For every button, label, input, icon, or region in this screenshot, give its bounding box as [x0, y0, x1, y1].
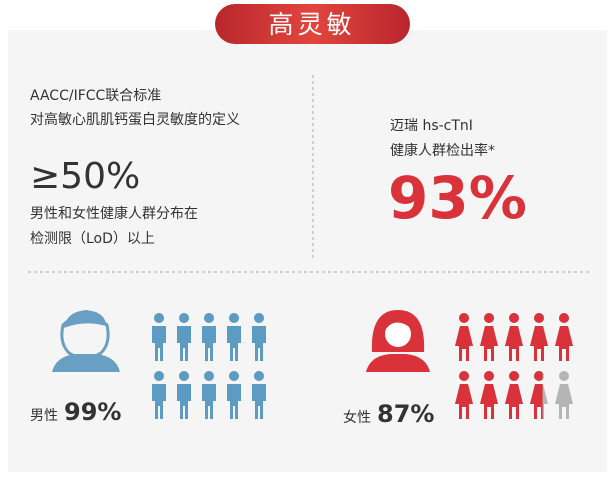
- person-icon: [455, 371, 473, 419]
- icon-body: [252, 384, 266, 419]
- icon-body: [227, 326, 241, 361]
- icon-body: [455, 326, 473, 361]
- icon-body: [152, 384, 166, 419]
- icon-body: [177, 384, 191, 419]
- right-big: 93%: [388, 164, 527, 232]
- icon-head: [509, 313, 519, 323]
- icon-body: [202, 326, 216, 361]
- person-icon: [252, 313, 266, 361]
- icon-fill: [455, 371, 473, 419]
- icon-head: [459, 371, 469, 381]
- icon-fill: [152, 371, 166, 419]
- icon-fill: [252, 313, 266, 361]
- icon-body: [252, 326, 266, 361]
- icon-body: [480, 326, 498, 361]
- icon-fill: [152, 313, 166, 361]
- icon-fill: [177, 371, 191, 419]
- label: 男性: [30, 408, 58, 424]
- icon-fill: [505, 371, 523, 419]
- icon-fill: [505, 313, 523, 361]
- icon-fill: [227, 371, 241, 419]
- person-icon: [505, 371, 523, 419]
- badge-text: 高灵敏: [268, 10, 355, 39]
- icon-body: [530, 326, 548, 361]
- icon-body: [555, 326, 573, 361]
- icon-fill: [480, 371, 498, 419]
- person-icon: [177, 313, 191, 361]
- icon-fill: [555, 313, 573, 361]
- right-line: 迈瑞 hs-cTnI: [390, 118, 473, 134]
- person-icon: [555, 371, 573, 419]
- icon-fill: [177, 313, 191, 361]
- icon-head: [179, 313, 189, 323]
- value-label: 99%: [64, 398, 121, 426]
- person-icon: [555, 313, 573, 361]
- person-icon: [480, 313, 498, 361]
- label: 女性: [343, 409, 371, 426]
- person-icon: [530, 371, 548, 419]
- icon-head: [154, 313, 164, 323]
- person-icon: [177, 371, 191, 419]
- icon-fill: [480, 313, 498, 361]
- icon-head: [534, 371, 543, 381]
- value-label: 87%: [377, 400, 434, 428]
- icon-head: [229, 313, 239, 323]
- icon-base: [555, 384, 573, 419]
- person-icon: [505, 313, 523, 361]
- icon-body: [227, 384, 241, 419]
- person-icon: [252, 371, 266, 419]
- left-big: ≥50%: [30, 156, 140, 197]
- male-avatar: [52, 310, 120, 372]
- icon-fill: [202, 371, 216, 419]
- person-icon: [202, 313, 216, 361]
- icon-head: [254, 313, 264, 323]
- left-line: AACC/IFCC联合标准: [30, 88, 161, 104]
- icon-head: [204, 371, 214, 381]
- icon-fill: [455, 313, 473, 361]
- icon-head: [459, 313, 469, 323]
- icon-fill: [202, 313, 216, 361]
- icon-body: [152, 326, 166, 361]
- badge: [215, 4, 410, 44]
- icon-body: [455, 384, 473, 419]
- icon-head: [509, 371, 519, 381]
- icon-body: [202, 384, 216, 419]
- left-desc: 检测限（LoD）以上: [30, 231, 155, 247]
- icon-fill: [252, 371, 266, 419]
- person-icon: [227, 371, 241, 419]
- icon-head: [484, 371, 494, 381]
- icon-head: [484, 313, 494, 323]
- icon-body: [530, 384, 543, 419]
- left-desc: 男性和女性健康人群分布在: [30, 205, 198, 222]
- icon-head: [254, 371, 264, 381]
- icon-body: [505, 384, 523, 419]
- icon-head: [204, 313, 214, 323]
- left-line: 对高敏心肌肌钙蛋白灵敏度的定义: [30, 111, 240, 128]
- icon-fill: [530, 371, 543, 419]
- icon-head: [154, 371, 164, 381]
- icon-head: [179, 371, 189, 381]
- icon-head: [229, 371, 239, 381]
- person-icon: [480, 371, 498, 419]
- icon-fill: [227, 313, 241, 361]
- icon-body: [177, 326, 191, 361]
- male-label: 男性 99%: [30, 398, 121, 426]
- icon-body: [480, 384, 498, 419]
- person-icon: [530, 313, 548, 361]
- icon-head: [559, 313, 569, 323]
- female-label: 女性 87%: [343, 400, 434, 428]
- person-icon: [227, 313, 241, 361]
- female-avatar: [366, 310, 430, 372]
- icon-body: [505, 326, 523, 361]
- person-icon: [152, 371, 166, 419]
- person-icon: [202, 371, 216, 419]
- icon-head: [534, 313, 544, 323]
- icon-base: [559, 371, 569, 381]
- person-icon: [455, 313, 473, 361]
- right-line: 健康人群检出率*: [390, 142, 495, 159]
- icon-fill: [530, 313, 548, 361]
- person-icon: [152, 313, 166, 361]
